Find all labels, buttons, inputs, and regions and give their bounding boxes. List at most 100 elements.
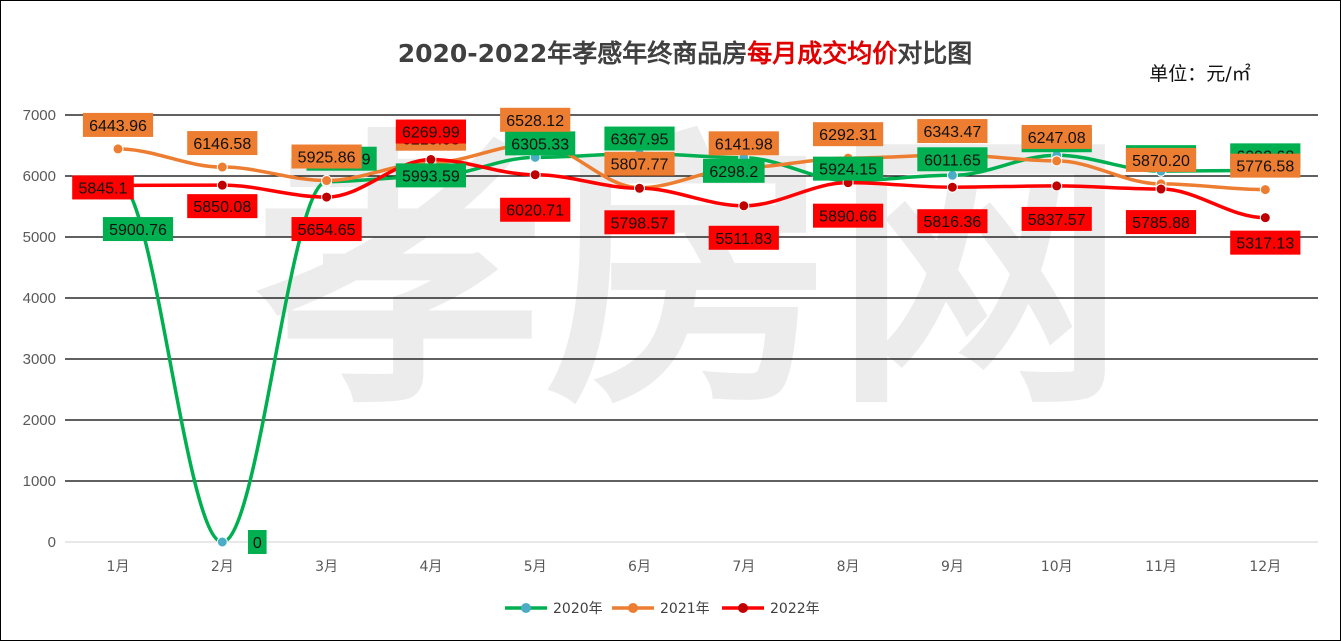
data-label-box (604, 126, 675, 151)
data-label-box (500, 107, 571, 132)
data-point (1259, 184, 1271, 196)
x-tick-label: 9月 (941, 559, 964, 575)
legend-label: 2021年 (660, 601, 710, 617)
data-label-box (187, 194, 258, 219)
y-tick-label: 3000 (23, 351, 56, 368)
data-point (529, 169, 541, 181)
data-label: 6305.33 (505, 131, 576, 156)
y-tick-label: 4000 (23, 290, 56, 307)
data-label-box (500, 197, 571, 222)
data-point (112, 143, 124, 155)
data-label-text: 6141.98 (715, 136, 773, 153)
data-label-box (1230, 153, 1301, 178)
x-tick-label: 6月 (628, 559, 651, 575)
data-label: 5511.83 (708, 225, 779, 250)
data-label: 6269.99 (395, 119, 466, 144)
data-label: 5816.36 (917, 209, 988, 234)
y-tick-label: 0 (48, 534, 56, 551)
data-label: 5850.08 (187, 194, 258, 219)
data-label-text: 5785.88 (1132, 215, 1190, 232)
data-label: 5845.1 (72, 175, 134, 200)
data-label-text: 5654.65 (298, 222, 356, 239)
chart-title-part: 2020-2022年孝感年终商品房 (398, 39, 748, 68)
data-label: 5924.15 (813, 156, 884, 181)
legend-item: 2021年 (612, 601, 710, 617)
data-label: 5798.57 (604, 210, 675, 235)
data-label-text: 5850.08 (193, 199, 251, 216)
x-axis-ticks: 1月 2月 3月 4月 5月 6月 7月 8月 9月 10月 11月 12月 (107, 559, 1282, 575)
data-label-box (708, 131, 779, 156)
data-label: 6247.08 (1021, 124, 1092, 149)
data-label-box (813, 122, 884, 147)
data-point (1155, 183, 1167, 195)
data-label-text: 6146.58 (193, 136, 251, 153)
data-point (216, 536, 228, 548)
data-point (425, 154, 437, 166)
data-label-text: 0 (253, 535, 262, 552)
x-tick-label: 7月 (732, 559, 755, 575)
legend-marker (628, 603, 638, 613)
legend-marker (738, 603, 748, 613)
x-tick-label: 11月 (1145, 559, 1177, 575)
data-label-box (813, 203, 884, 228)
data-label-text: 5511.83 (715, 231, 772, 248)
data-label-box (604, 210, 675, 235)
data-label: 6020.71 (500, 197, 571, 222)
data-label-text: 5845.1 (79, 180, 128, 197)
data-label-text: 6343.47 (923, 124, 981, 141)
data-label-text: 5924.15 (819, 162, 877, 179)
data-label-box (1021, 124, 1092, 149)
data-point (1259, 212, 1271, 224)
data-point (946, 169, 958, 181)
data-label-text: 6305.33 (511, 136, 569, 153)
data-label: 5807.77 (604, 151, 675, 176)
legend: 2020年 2021年 2022年 (505, 601, 820, 617)
data-label-box (395, 119, 466, 144)
x-tick-label: 8月 (837, 559, 860, 575)
data-label-box (917, 147, 988, 172)
data-label: 5870.20 (1125, 147, 1197, 172)
data-point (216, 161, 228, 173)
data-point (738, 200, 750, 212)
x-tick-label: 10月 (1041, 559, 1073, 575)
data-label: 5776.58 (1230, 153, 1301, 178)
data-point (321, 175, 333, 187)
data-label: 6011.65 (917, 147, 988, 172)
data-point (216, 179, 228, 191)
data-labels: 5900.7605906.295993.596305.336367.956298… (72, 107, 1301, 554)
data-label: 5900.76 (102, 217, 174, 242)
data-label-text: 6443.96 (89, 118, 147, 135)
data-label: 5785.88 (1125, 210, 1197, 235)
data-label: 6528.12 (500, 107, 571, 132)
chart-title-part: 每月成交均价 (747, 39, 898, 68)
data-label-box (82, 112, 154, 137)
data-point (634, 182, 645, 194)
legend-marker (521, 603, 531, 613)
data-point (946, 181, 958, 193)
data-label: 6367.95 (604, 126, 675, 151)
data-label-text: 6528.12 (506, 113, 564, 130)
data-point (321, 191, 333, 203)
y-tick-label: 2000 (23, 412, 56, 429)
data-label-text: 6298.2 (709, 164, 758, 181)
x-tick-label: 2月 (211, 559, 234, 575)
data-label-text: 6247.08 (1028, 130, 1086, 147)
y-tick-label: 6000 (23, 168, 56, 185)
x-tick-label: 5月 (524, 559, 547, 575)
x-tick-label: 1月 (107, 559, 130, 575)
data-label-box (917, 209, 988, 234)
data-label: 6141.98 (708, 131, 779, 156)
data-label: 6443.96 (82, 112, 154, 137)
data-label-box (1230, 230, 1301, 255)
data-label: 5993.59 (395, 163, 466, 188)
data-label-box (291, 144, 362, 169)
data-label: 5654.65 (291, 217, 362, 242)
data-label-text: 5317.13 (1236, 236, 1294, 253)
data-label: 5925.86 (291, 144, 362, 169)
data-label-box (1125, 210, 1197, 235)
data-label-box (248, 530, 267, 554)
data-label-text: 5870.20 (1132, 153, 1190, 170)
data-label-text: 6292.31 (819, 127, 877, 144)
